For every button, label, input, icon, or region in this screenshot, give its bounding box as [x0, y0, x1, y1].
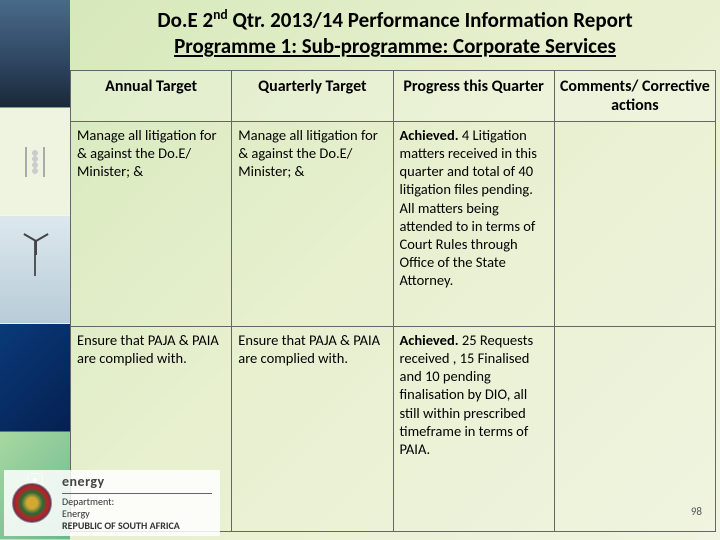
page-title: Do.E 2nd Qtr. 2013/14 Performance Inform…	[80, 6, 710, 59]
cell-quarterly: Ensure that PAJA & PAIA are complied wit…	[232, 327, 393, 531]
title-line-1: Do.E 2nd Qtr. 2013/14 Performance Inform…	[80, 6, 710, 33]
blue-energy-image	[0, 324, 70, 432]
cell-annual: Manage all litigation for & against the …	[71, 122, 232, 326]
col-quarterly-target: Quarterly Target	[232, 71, 393, 121]
footer-country: REPUBLIC OF SOUTH AFRICA	[62, 520, 212, 532]
cell-comments	[555, 327, 715, 531]
performance-table: Annual Target Quarterly Target Progress …	[70, 70, 716, 532]
title-pre: Do.E 2	[157, 7, 213, 33]
col-progress: Progress this Quarter	[394, 71, 555, 121]
title-post: Qtr. 2013/14 Performance Information Rep…	[228, 7, 633, 33]
title-line-2: Programme 1: Sub-programme: Corporate Se…	[80, 33, 710, 59]
coat-of-arms-icon	[12, 483, 52, 523]
left-image-strip	[0, 0, 70, 540]
title-sup: nd	[213, 6, 228, 23]
table-row: Manage all litigation for & against the …	[71, 122, 715, 326]
footer-divider	[62, 493, 212, 494]
progress-detail: 4 Litigation matters received in this qu…	[400, 126, 537, 289]
cell-comments	[555, 122, 715, 326]
footer-energy: energy	[62, 474, 212, 491]
col-annual-target: Annual Target	[71, 71, 232, 121]
progress-status: Achieved.	[400, 126, 459, 144]
table-header-row: Annual Target Quarterly Target Progress …	[71, 71, 715, 122]
footer-logo-block: energy Department: Energy REPUBLIC OF SO…	[4, 470, 220, 536]
cell-quarterly: Manage all litigation for & against the …	[232, 122, 393, 326]
cfl-bulb-image	[0, 108, 70, 216]
wind-turbine-image	[0, 216, 70, 324]
cell-progress: Achieved. 25 Requests received , 15 Fina…	[394, 327, 555, 531]
progress-status: Achieved.	[400, 331, 459, 349]
progress-detail: 25 Requests received , 15 Finalised and …	[400, 331, 534, 458]
cell-progress: Achieved. 4 Litigation matters received …	[394, 122, 555, 326]
page-number: 98	[691, 505, 702, 518]
col-comments: Comments/ Corrective actions	[555, 71, 715, 121]
solar-panel-image	[0, 0, 70, 108]
footer-text: energy Department: Energy REPUBLIC OF SO…	[62, 474, 212, 532]
